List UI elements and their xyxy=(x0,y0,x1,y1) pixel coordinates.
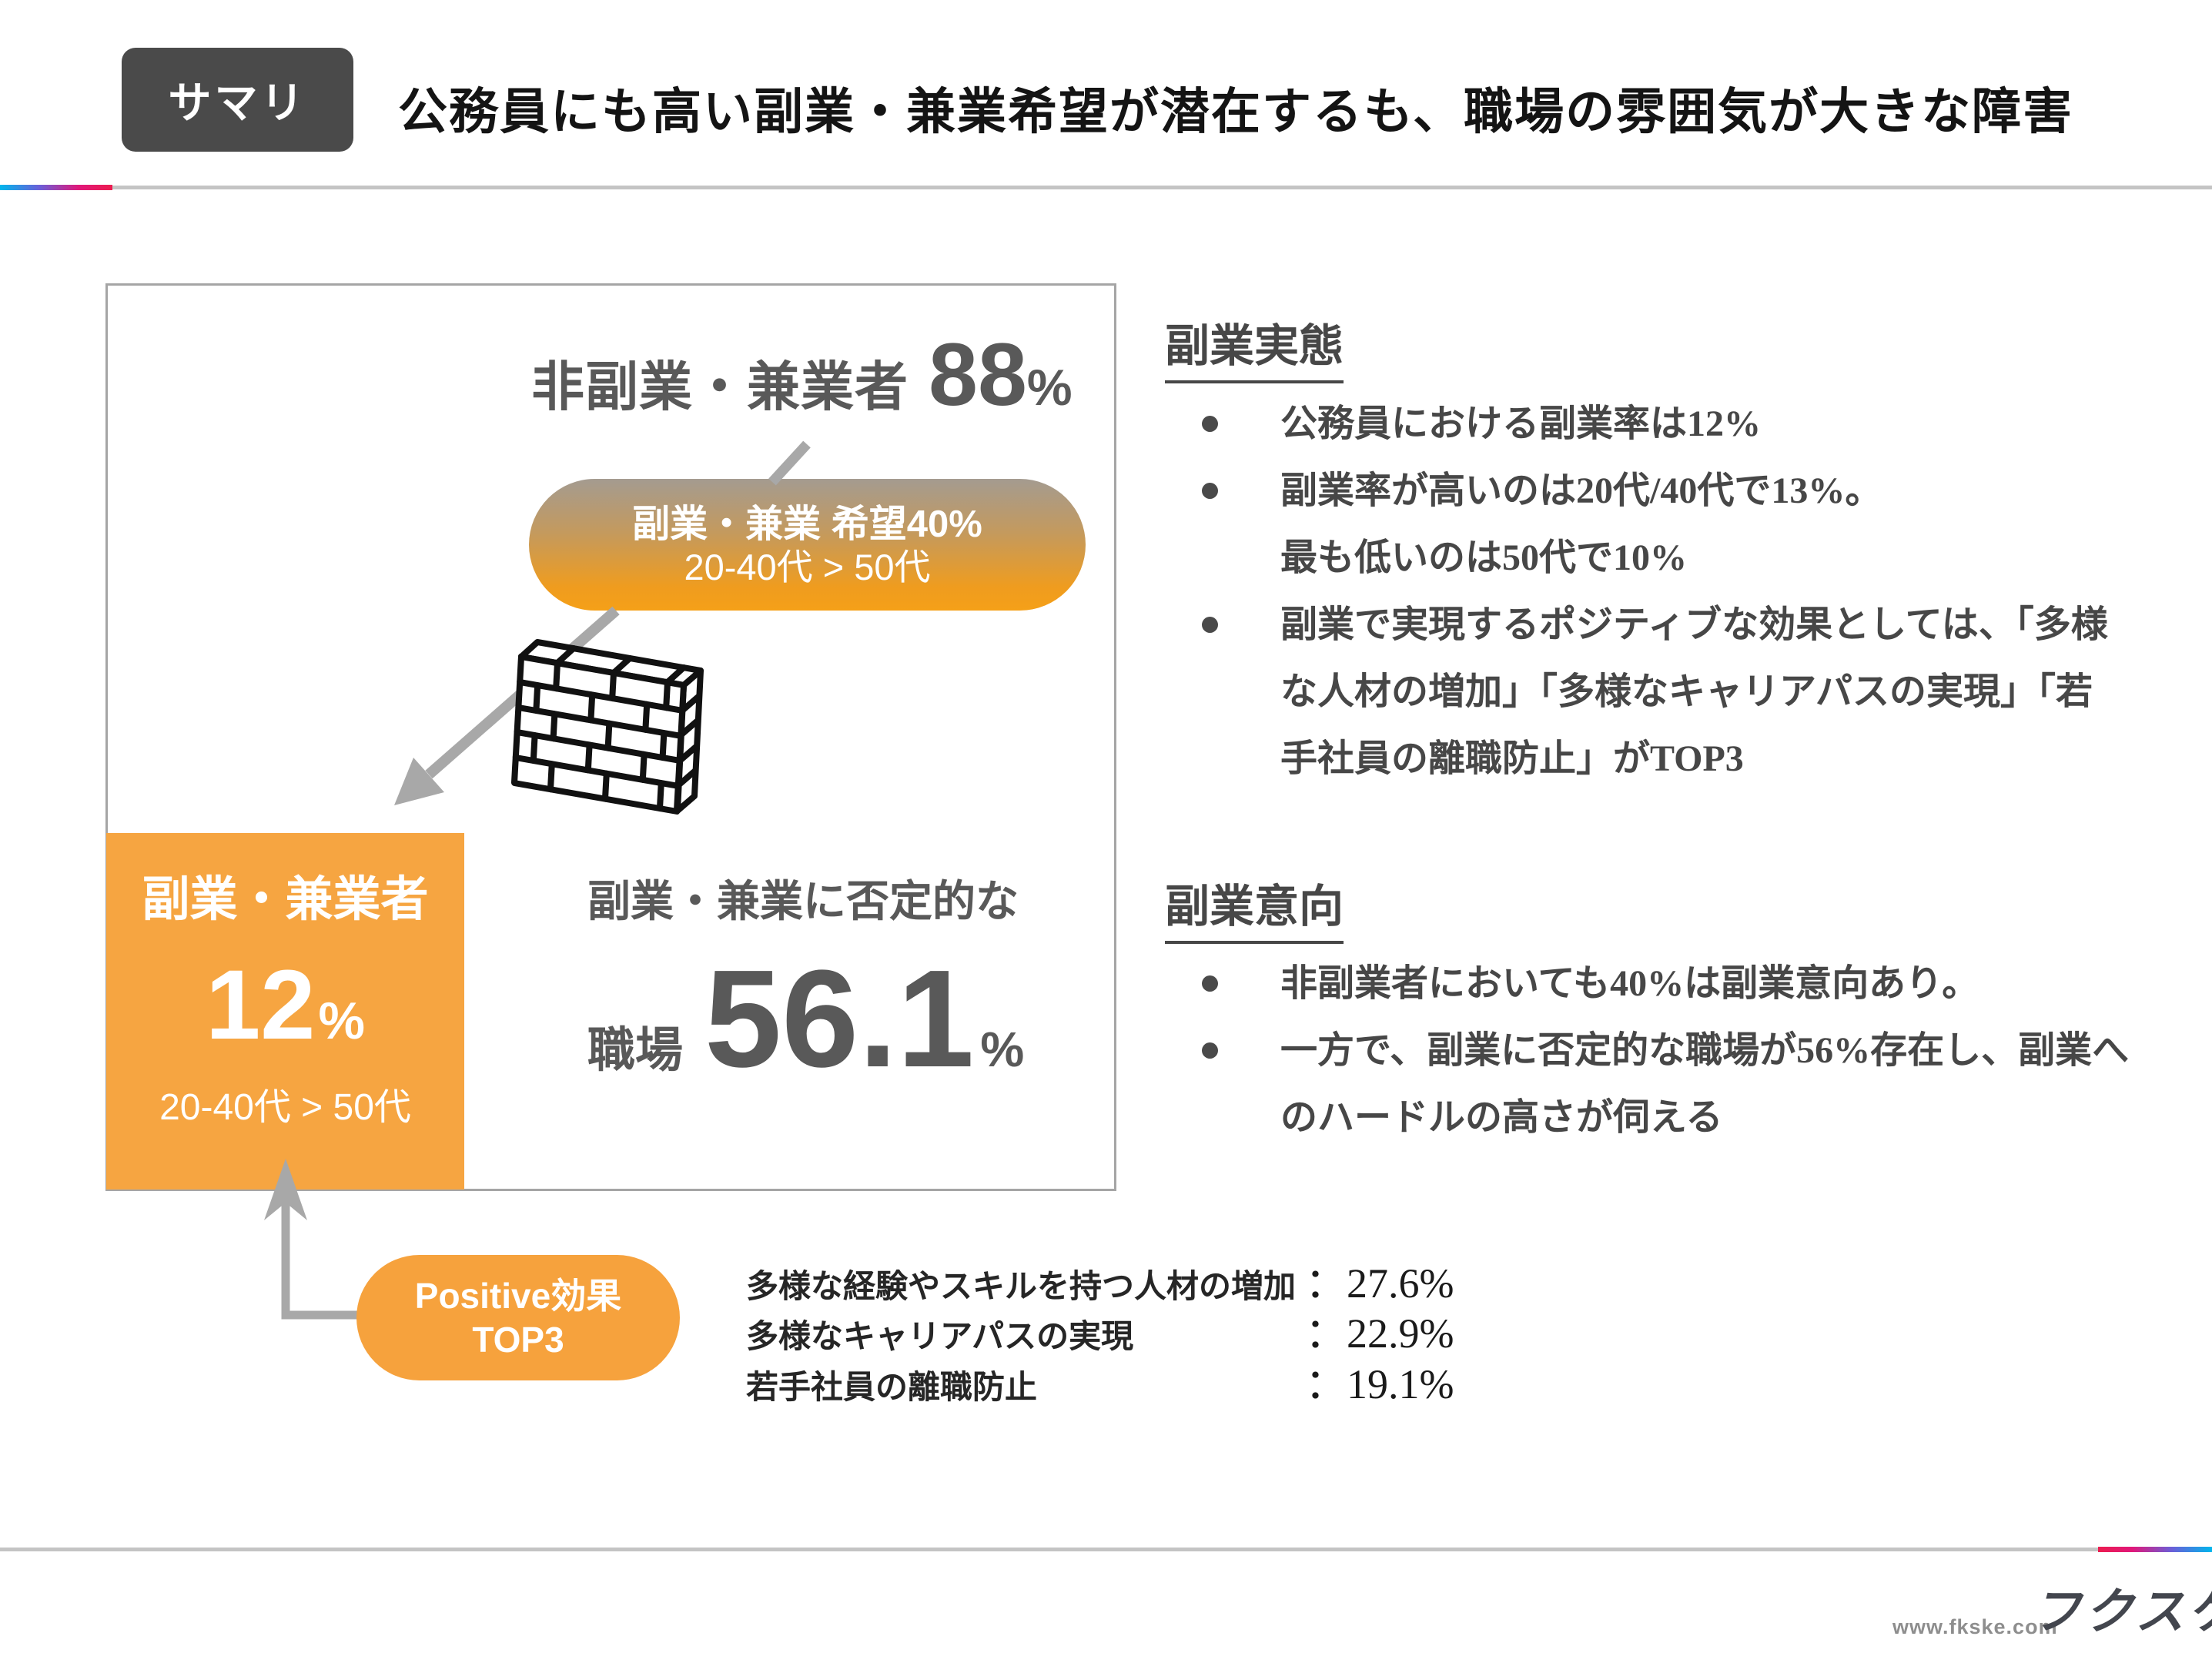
top3-row: 多様なキャリアパスの実現 ：22.9% xyxy=(746,1299,1454,1360)
bullet-dot-icon xyxy=(1202,975,1218,992)
side-workers-label: 副業・兼業者 xyxy=(142,873,429,926)
top3-label: 多様な経験やスキルを持つ人材の増加 xyxy=(746,1270,1297,1305)
wish-pill-line2: 20-40代 > 50代 xyxy=(684,546,931,587)
non-side-workers-value: 88 xyxy=(929,326,1027,424)
bullet-dot-icon xyxy=(1202,1042,1218,1059)
section-intent-bullets: 非副業者においても40%は副業意向あり。 一方で、副業に否定的な職場が56%存在… xyxy=(1165,950,2212,1151)
bullet-text: 副業で実現するポジティブな効果としては、「多様 な人材の増加」「多様なキャリアパ… xyxy=(1280,604,2108,779)
list-item: 副業率が高いのは20代/40代で13%。 最も低いのは50代で10% xyxy=(1165,457,2212,591)
list-item: 一方で、副業に否定的な職場が56%存在し、副業へ のハードルの高さが伺える xyxy=(1165,1017,2212,1151)
header-divider-accent xyxy=(0,185,112,190)
non-side-workers-label: 非副業・兼業者 xyxy=(531,357,909,417)
side-workers-value: 12 xyxy=(206,950,316,1060)
list-item: 副業で実現するポジティブな効果としては、「多様 な人材の増加」「多様なキャリアパ… xyxy=(1165,591,2212,792)
wish-pill: 副業・兼業 希望40% 20-40代 > 50代 xyxy=(529,479,1086,611)
side-workers-unit: % xyxy=(318,992,365,1050)
brand-logo: フクスケ xyxy=(2029,1584,2212,1639)
positive-pill-line1: Positive効果 xyxy=(414,1275,622,1316)
section-facts-bullets: 公務員における副業率は12% 副業率が高いのは20代/40代で13%。 最も低い… xyxy=(1165,390,2212,792)
summary-badge: サマリ xyxy=(122,48,353,152)
footer-divider-accent xyxy=(2098,1547,2212,1552)
negative-workplace-stat: 職場 56.1 % xyxy=(587,950,1024,1089)
bullet-text: 一方で、副業に否定的な職場が56%存在し、副業へ のハードルの高さが伺える xyxy=(1280,1030,2130,1138)
site-url: www.fkske.com xyxy=(1892,1615,2058,1638)
top3-row: 多様な経験やスキルを持つ人材の増加 ：27.6% xyxy=(746,1249,1454,1310)
side-workers-note: 20-40代 > 50代 xyxy=(159,1087,411,1128)
side-workers-stat: 12 % xyxy=(106,956,464,1055)
positive-pill-line2: TOP3 xyxy=(472,1319,564,1360)
page-title: 公務員にも高い副業・兼業希望が潜在するも、職場の雰囲気が大きな障害 xyxy=(398,85,2074,139)
negative-workplace-label: 副業・兼業に否定的な xyxy=(587,877,1019,925)
side-workers-box: 副業・兼業者 12 % 20-40代 > 50代 xyxy=(106,833,464,1190)
top3-label: 若手社員の離職防止 xyxy=(746,1370,1038,1406)
top3-value: ：27.6% xyxy=(1305,1260,1454,1307)
top3-value: ：19.1% xyxy=(1305,1361,1454,1407)
footer-divider xyxy=(0,1548,2212,1551)
negative-workplace-prefix: 職場 xyxy=(587,1024,684,1077)
negative-workplace-value: 56.1 xyxy=(704,942,975,1096)
bullet-text: 非副業者においても40%は副業意向あり。 xyxy=(1280,963,1979,1004)
positive-effects-pill: Positive効果 TOP3 xyxy=(356,1255,680,1380)
header-divider xyxy=(0,186,2212,189)
bullet-text: 副業率が高いのは20代/40代で13%。 最も低いのは50代で10% xyxy=(1280,470,1882,578)
list-item: 非副業者においても40%は副業意向あり。 xyxy=(1165,950,2212,1017)
top3-label: 多様なキャリアパスの実現 xyxy=(746,1320,1134,1355)
bullet-dot-icon xyxy=(1202,483,1218,499)
non-side-workers-unit: % xyxy=(1026,359,1073,416)
section-facts: 副業実態 xyxy=(1165,310,1344,383)
section-intent: 副業意向 xyxy=(1165,870,1344,944)
bullet-dot-icon xyxy=(1202,416,1218,432)
top3-row: 若手社員の離職防止 ：19.1% xyxy=(746,1350,1454,1410)
top3-value: ：22.9% xyxy=(1305,1310,1454,1357)
section-intent-heading: 副業意向 xyxy=(1165,870,1344,944)
bullet-text: 公務員における副業率は12% xyxy=(1280,403,1762,444)
list-item: 公務員における副業率は12% xyxy=(1165,390,2212,457)
non-side-workers-stat: 非副業・兼業者 88 % xyxy=(531,331,1073,420)
bullet-dot-icon xyxy=(1202,617,1218,633)
negative-workplace-unit: % xyxy=(980,1022,1025,1077)
wish-pill-line1: 副業・兼業 希望40% xyxy=(632,503,982,545)
section-facts-heading: 副業実態 xyxy=(1165,310,1344,383)
